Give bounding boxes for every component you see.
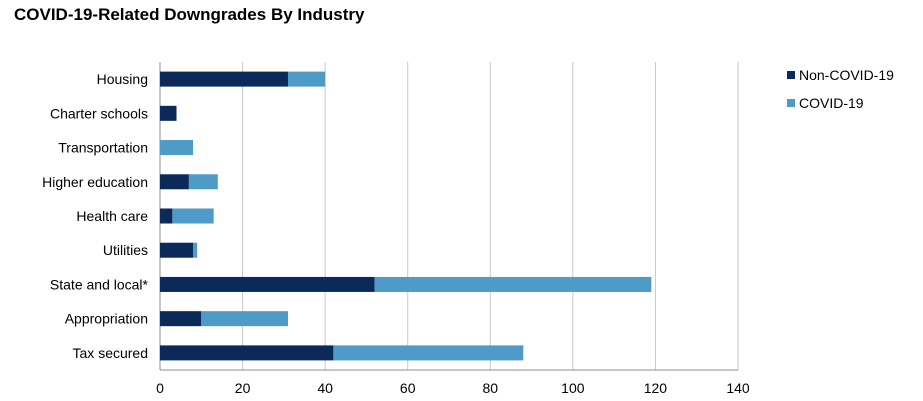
category-label: State and local*	[50, 276, 149, 292]
category-label: Housing	[97, 71, 148, 87]
bar-non-covid-8	[160, 345, 334, 361]
bar-non-covid-1	[160, 105, 177, 121]
bar-covid-2	[160, 140, 194, 156]
legend-label-non-covid: Non-COVID-19	[799, 67, 894, 83]
bar-covid-6	[374, 276, 652, 292]
x-tick-label: 20	[235, 380, 251, 396]
chart-title: COVID-19-Related Downgrades By Industry	[14, 5, 365, 24]
x-tick-label: 80	[482, 380, 498, 396]
bar-non-covid-4	[160, 208, 173, 224]
bar-non-covid-7	[160, 311, 202, 327]
category-label: Transportation	[58, 140, 148, 156]
bar-non-covid-5	[160, 242, 194, 258]
bar-non-covid-3	[160, 174, 189, 190]
legend-label-covid: COVID-19	[799, 95, 864, 111]
legend-swatch-covid	[787, 99, 795, 107]
x-tick-label: 60	[400, 380, 416, 396]
legend: Non-COVID-19 COVID-19	[787, 66, 894, 122]
x-tick-labels: 0 20 40 60 80 100 120 140	[156, 380, 750, 396]
bar-covid-0	[287, 71, 326, 87]
x-tick-label: 100	[561, 380, 585, 396]
legend-item-covid: COVID-19	[787, 94, 894, 112]
category-label: Charter schools	[50, 105, 148, 121]
bar-non-covid-0	[160, 71, 288, 87]
gridlines	[159, 62, 739, 371]
category-label: Appropriation	[65, 311, 148, 327]
bar-non-covid-6	[160, 276, 375, 292]
category-label: Higher education	[42, 174, 148, 190]
category-label: Health care	[76, 208, 148, 224]
bar-covid-3	[188, 174, 218, 190]
bars	[160, 71, 652, 361]
bar-covid-7	[201, 311, 288, 327]
x-tick-label: 140	[726, 380, 750, 396]
bar-covid-4	[172, 208, 214, 224]
x-tick-label: 0	[156, 380, 164, 396]
category-labels: Housing Charter schools Transportation High…	[42, 71, 148, 361]
bar-covid-5	[193, 242, 198, 258]
x-tick-label: 40	[317, 380, 333, 396]
x-tick-label: 120	[644, 380, 668, 396]
legend-item-non-covid: Non-COVID-19	[787, 66, 894, 84]
category-label: Utilities	[103, 242, 148, 258]
category-label: Tax secured	[73, 345, 148, 361]
legend-swatch-non-covid	[787, 71, 795, 79]
bar-covid-8	[333, 345, 524, 361]
